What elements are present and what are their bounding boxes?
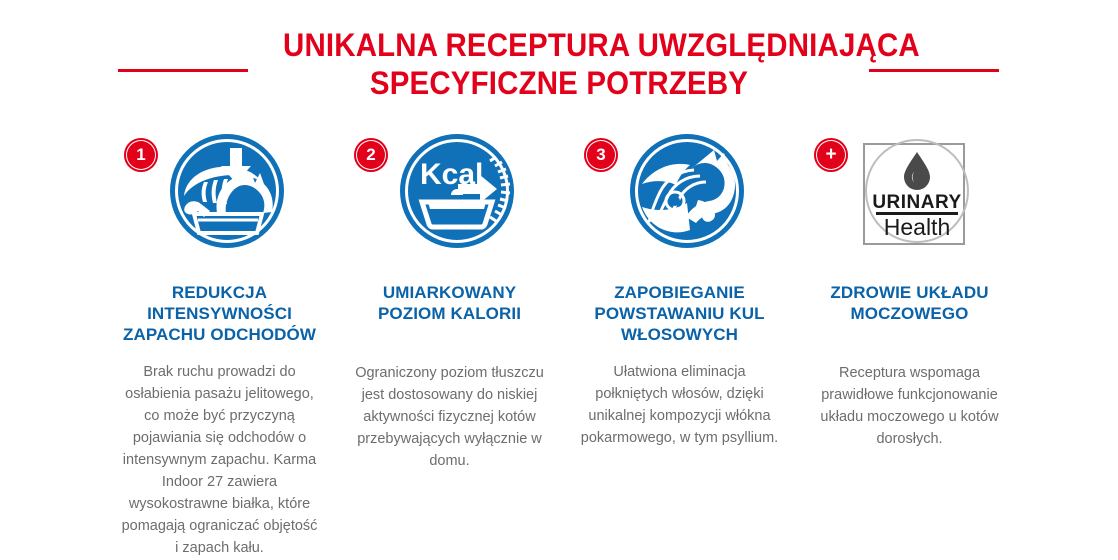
decorative-rule-right [869,69,999,72]
feature-column-1: 1 REDUKCJA INTENSYWNOŚCI ZAPACHU ODCHO [110,132,329,559]
feature-column-3: 3 [570,132,789,559]
feature-badge-3: 3 [584,138,618,172]
feature-icon-area-2: 2 Kcal [346,132,553,260]
feature-heading-2: UMIARKOWANY POZIOM KALORII [377,283,522,323]
page-title: UNIKALNA RECEPTURA UWZGLĘDNIAJĄCA SPECYF… [259,26,920,102]
feature-heading-4: ZDROWIE UKŁADU MOCZOWEGO [830,283,989,323]
feature-body-3: Ułatwiona eliminacja połkniętych włosów,… [580,364,779,446]
urinary-health-logo: URINARY Health [858,132,976,250]
page-title-line-2: SPECYFICZNE POTRZEBY [369,65,749,101]
feature-icon-area-1: 1 [116,132,323,260]
feature-heading-3: ZAPOBIEGANIE POWSTAWANIU KUL WŁOSOWYCH [594,283,765,344]
feature-body-1: Brak ruchu prowadzi do osłabienia pasażu… [121,364,318,556]
feature-body-4: Receptura wspomaga prawidłowe funkcjonow… [820,365,999,447]
feature-icon-area-4: + URINARY Health [806,132,1013,260]
feature-badge-2: 2 [354,138,388,172]
feature-columns: 1 REDUKCJA INTENSYWNOŚCI ZAPACHU ODCHO [0,132,1118,559]
feature-column-2: 2 Kcal [340,132,559,559]
feature-icon-area-3: 3 [576,132,783,260]
svg-text:URINARY: URINARY [872,192,961,213]
svg-text:Health: Health [884,214,950,240]
kcal-bowl-gauge-icon: Kcal [398,132,516,250]
feature-badge-4: + [814,138,848,172]
feature-body-2: Ograniczony poziom tłuszczu jest dostoso… [355,365,544,469]
feature-badge-1: 1 [124,138,158,172]
feature-heading-1: REDUKCJA INTENSYWNOŚCI ZAPACHU ODCHODÓW [123,283,316,344]
header: UNIKALNA RECEPTURA UWZGLĘDNIAJĄCA SPECYF… [0,0,1118,120]
page-title-line-1: UNIKALNA RECEPTURA UWZGLĘDNIAJĄCA [283,27,920,63]
cat-hairball-icon [628,132,746,250]
decorative-rule-left [118,69,248,72]
cat-litter-box-icon [168,132,286,250]
feature-column-4: + URINARY Health ZDROWIE UKŁADU MOCZOWEG… [800,132,1019,559]
